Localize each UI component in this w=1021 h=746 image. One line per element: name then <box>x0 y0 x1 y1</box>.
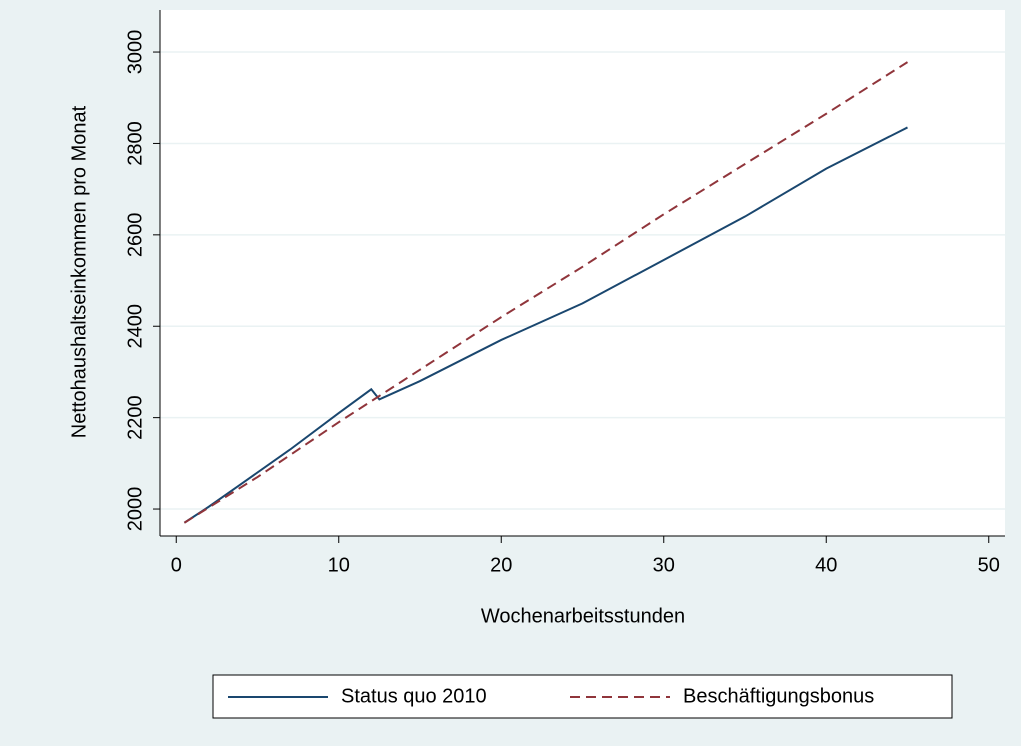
legend-label: Beschäftigungsbonus <box>683 685 874 707</box>
y-tick-label: 3000 <box>124 30 146 75</box>
x-tick-label: 30 <box>653 554 675 576</box>
y-tick-label: 2200 <box>124 395 146 440</box>
y-tick-label: 2800 <box>124 121 146 166</box>
plot-area <box>160 10 1005 536</box>
legend <box>212 674 953 719</box>
series-line <box>183 126 908 524</box>
x-tick-label: 0 <box>171 554 182 576</box>
legend-label: Status quo 2010 <box>341 685 487 707</box>
y-axis-title: Nettohaushaltseinkommen pro Monat <box>68 105 90 438</box>
x-tick-label: 10 <box>328 554 350 576</box>
y-tick-label: 2000 <box>124 487 146 532</box>
x-tick-label: 20 <box>490 554 512 576</box>
y-tick-label: 2600 <box>124 213 146 258</box>
x-tick-label: 40 <box>815 554 837 576</box>
series-line <box>183 61 909 524</box>
x-tick-label: 50 <box>978 554 1000 576</box>
y-tick-label: 2400 <box>124 304 146 349</box>
x-axis-title: Wochenarbeitsstunden <box>481 605 685 627</box>
